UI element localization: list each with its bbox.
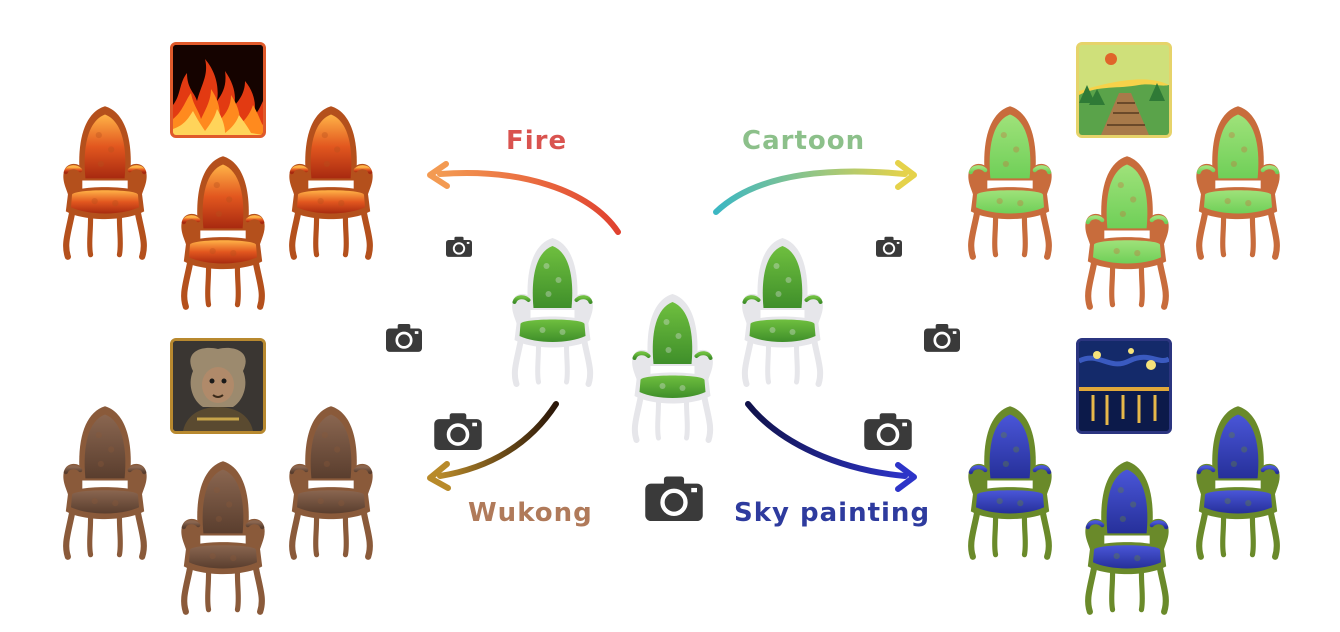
fire-label: Fire [506, 126, 568, 156]
camera-icon [876, 236, 902, 257]
cartoon-arrow [713, 168, 908, 215]
wukong-style-image [170, 338, 266, 434]
cartoon-label: Cartoon [742, 126, 866, 156]
sky-painting-style-image [1076, 338, 1172, 434]
camera-icon [645, 475, 703, 521]
wukong-label: Wukong [468, 498, 593, 528]
wukong-arrow [437, 401, 559, 479]
sky-arrow [745, 401, 908, 479]
camera-icon [446, 236, 472, 257]
sky-painting-label: Sky painting [734, 498, 931, 528]
camera-icon [864, 412, 912, 450]
camera-icon [434, 412, 482, 450]
fire-arrow [437, 170, 621, 235]
fire-style-image [170, 42, 266, 138]
camera-icon [924, 323, 960, 352]
cartoon-style-image [1076, 42, 1172, 138]
camera-icon [386, 323, 422, 352]
